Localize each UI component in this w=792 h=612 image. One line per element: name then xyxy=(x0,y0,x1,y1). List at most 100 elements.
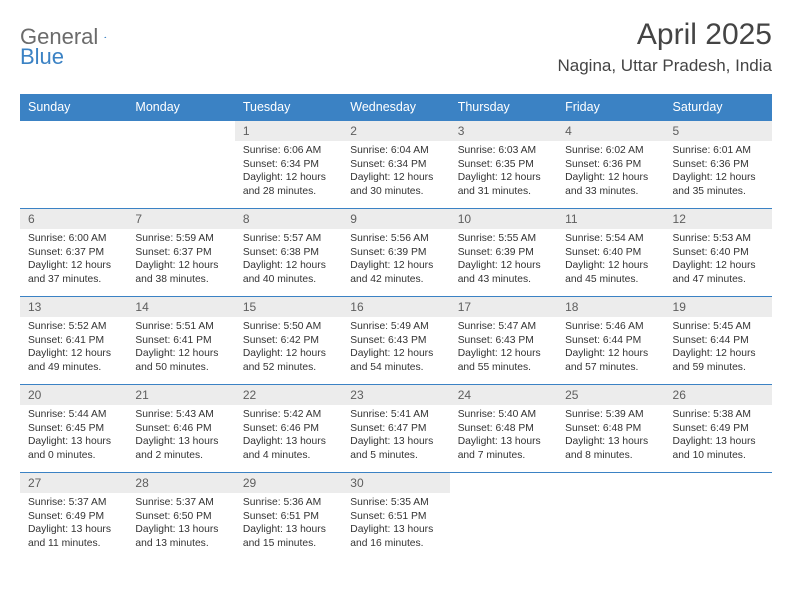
day-number: 19 xyxy=(665,297,772,317)
day-number: 10 xyxy=(450,209,557,229)
day-number: 24 xyxy=(450,385,557,405)
page-title: April 2025 xyxy=(557,18,772,52)
calendar-cell: 26Sunrise: 5:38 AMSunset: 6:49 PMDayligh… xyxy=(665,385,772,473)
calendar-cell: 25Sunrise: 5:39 AMSunset: 6:48 PMDayligh… xyxy=(557,385,664,473)
day-number: 13 xyxy=(20,297,127,317)
calendar-cell: .. xyxy=(20,121,127,209)
day-details: Sunrise: 6:04 AMSunset: 6:34 PMDaylight:… xyxy=(342,141,449,202)
day-number: 20 xyxy=(20,385,127,405)
day-details: Sunrise: 6:00 AMSunset: 6:37 PMDaylight:… xyxy=(20,229,127,290)
calendar-row: 13Sunrise: 5:52 AMSunset: 6:41 PMDayligh… xyxy=(20,297,772,385)
day-details: Sunrise: 5:56 AMSunset: 6:39 PMDaylight:… xyxy=(342,229,449,290)
day-number: 28 xyxy=(127,473,234,493)
calendar-row: 6Sunrise: 6:00 AMSunset: 6:37 PMDaylight… xyxy=(20,209,772,297)
weekday-header: Wednesday xyxy=(342,94,449,121)
calendar-cell: 17Sunrise: 5:47 AMSunset: 6:43 PMDayligh… xyxy=(450,297,557,385)
logo-arrow-icon xyxy=(104,29,108,45)
logo-text-blue: Blue xyxy=(20,44,64,70)
day-number: 23 xyxy=(342,385,449,405)
calendar-cell: 8Sunrise: 5:57 AMSunset: 6:38 PMDaylight… xyxy=(235,209,342,297)
day-details: Sunrise: 5:41 AMSunset: 6:47 PMDaylight:… xyxy=(342,405,449,466)
day-number: 9 xyxy=(342,209,449,229)
day-number: 6 xyxy=(20,209,127,229)
calendar-cell: 30Sunrise: 5:35 AMSunset: 6:51 PMDayligh… xyxy=(342,473,449,561)
calendar-cell: 9Sunrise: 5:56 AMSunset: 6:39 PMDaylight… xyxy=(342,209,449,297)
day-details: Sunrise: 6:03 AMSunset: 6:35 PMDaylight:… xyxy=(450,141,557,202)
calendar-cell: 5Sunrise: 6:01 AMSunset: 6:36 PMDaylight… xyxy=(665,121,772,209)
day-details: Sunrise: 5:40 AMSunset: 6:48 PMDaylight:… xyxy=(450,405,557,466)
calendar-cell: .. xyxy=(665,473,772,561)
day-number: 7 xyxy=(127,209,234,229)
calendar-row: ....1Sunrise: 6:06 AMSunset: 6:34 PMDayl… xyxy=(20,121,772,209)
day-number: 21 xyxy=(127,385,234,405)
calendar-cell: 14Sunrise: 5:51 AMSunset: 6:41 PMDayligh… xyxy=(127,297,234,385)
weekday-header-row: SundayMondayTuesdayWednesdayThursdayFrid… xyxy=(20,94,772,121)
day-number: 25 xyxy=(557,385,664,405)
day-details: Sunrise: 5:52 AMSunset: 6:41 PMDaylight:… xyxy=(20,317,127,378)
calendar-cell: 13Sunrise: 5:52 AMSunset: 6:41 PMDayligh… xyxy=(20,297,127,385)
day-details: Sunrise: 5:35 AMSunset: 6:51 PMDaylight:… xyxy=(342,493,449,554)
calendar-cell: 21Sunrise: 5:43 AMSunset: 6:46 PMDayligh… xyxy=(127,385,234,473)
calendar-cell: 18Sunrise: 5:46 AMSunset: 6:44 PMDayligh… xyxy=(557,297,664,385)
day-details: Sunrise: 5:54 AMSunset: 6:40 PMDaylight:… xyxy=(557,229,664,290)
day-number: 12 xyxy=(665,209,772,229)
calendar-cell: 15Sunrise: 5:50 AMSunset: 6:42 PMDayligh… xyxy=(235,297,342,385)
weekday-header: Saturday xyxy=(665,94,772,121)
day-number: 22 xyxy=(235,385,342,405)
calendar-cell: 7Sunrise: 5:59 AMSunset: 6:37 PMDaylight… xyxy=(127,209,234,297)
day-number: 2 xyxy=(342,121,449,141)
weekday-header: Tuesday xyxy=(235,94,342,121)
day-details: Sunrise: 5:37 AMSunset: 6:50 PMDaylight:… xyxy=(127,493,234,554)
day-number: 3 xyxy=(450,121,557,141)
day-details: Sunrise: 5:49 AMSunset: 6:43 PMDaylight:… xyxy=(342,317,449,378)
calendar-cell: 16Sunrise: 5:49 AMSunset: 6:43 PMDayligh… xyxy=(342,297,449,385)
day-number: 15 xyxy=(235,297,342,317)
calendar-cell: 2Sunrise: 6:04 AMSunset: 6:34 PMDaylight… xyxy=(342,121,449,209)
day-number: 18 xyxy=(557,297,664,317)
day-details: Sunrise: 5:47 AMSunset: 6:43 PMDaylight:… xyxy=(450,317,557,378)
title-block: April 2025 Nagina, Uttar Pradesh, India xyxy=(557,18,772,76)
day-number: 4 xyxy=(557,121,664,141)
day-details: Sunrise: 5:50 AMSunset: 6:42 PMDaylight:… xyxy=(235,317,342,378)
calendar-cell: 28Sunrise: 5:37 AMSunset: 6:50 PMDayligh… xyxy=(127,473,234,561)
calendar-cell: 12Sunrise: 5:53 AMSunset: 6:40 PMDayligh… xyxy=(665,209,772,297)
calendar-cell: 24Sunrise: 5:40 AMSunset: 6:48 PMDayligh… xyxy=(450,385,557,473)
weekday-header: Friday xyxy=(557,94,664,121)
weekday-header: Monday xyxy=(127,94,234,121)
day-number: 8 xyxy=(235,209,342,229)
day-details: Sunrise: 5:36 AMSunset: 6:51 PMDaylight:… xyxy=(235,493,342,554)
header: General April 2025 Nagina, Uttar Pradesh… xyxy=(20,18,772,76)
calendar-cell: 27Sunrise: 5:37 AMSunset: 6:49 PMDayligh… xyxy=(20,473,127,561)
calendar-cell: 4Sunrise: 6:02 AMSunset: 6:36 PMDaylight… xyxy=(557,121,664,209)
location: Nagina, Uttar Pradesh, India xyxy=(557,56,772,76)
calendar-cell: 23Sunrise: 5:41 AMSunset: 6:47 PMDayligh… xyxy=(342,385,449,473)
day-number: 26 xyxy=(665,385,772,405)
calendar-row: 27Sunrise: 5:37 AMSunset: 6:49 PMDayligh… xyxy=(20,473,772,561)
day-details: Sunrise: 5:38 AMSunset: 6:49 PMDaylight:… xyxy=(665,405,772,466)
day-details: Sunrise: 5:45 AMSunset: 6:44 PMDaylight:… xyxy=(665,317,772,378)
calendar-cell: .. xyxy=(450,473,557,561)
calendar-cell: 11Sunrise: 5:54 AMSunset: 6:40 PMDayligh… xyxy=(557,209,664,297)
day-details: Sunrise: 5:44 AMSunset: 6:45 PMDaylight:… xyxy=(20,405,127,466)
day-details: Sunrise: 5:53 AMSunset: 6:40 PMDaylight:… xyxy=(665,229,772,290)
day-details: Sunrise: 6:02 AMSunset: 6:36 PMDaylight:… xyxy=(557,141,664,202)
day-details: Sunrise: 5:42 AMSunset: 6:46 PMDaylight:… xyxy=(235,405,342,466)
day-details: Sunrise: 5:39 AMSunset: 6:48 PMDaylight:… xyxy=(557,405,664,466)
calendar-cell: 20Sunrise: 5:44 AMSunset: 6:45 PMDayligh… xyxy=(20,385,127,473)
day-number: 29 xyxy=(235,473,342,493)
calendar-cell: 29Sunrise: 5:36 AMSunset: 6:51 PMDayligh… xyxy=(235,473,342,561)
calendar-cell: 1Sunrise: 6:06 AMSunset: 6:34 PMDaylight… xyxy=(235,121,342,209)
weekday-header: Thursday xyxy=(450,94,557,121)
day-number: 5 xyxy=(665,121,772,141)
calendar-cell: .. xyxy=(557,473,664,561)
day-details: Sunrise: 5:37 AMSunset: 6:49 PMDaylight:… xyxy=(20,493,127,554)
day-number: 1 xyxy=(235,121,342,141)
day-details: Sunrise: 5:46 AMSunset: 6:44 PMDaylight:… xyxy=(557,317,664,378)
day-number: 14 xyxy=(127,297,234,317)
day-number: 17 xyxy=(450,297,557,317)
day-number: 11 xyxy=(557,209,664,229)
calendar-cell: 10Sunrise: 5:55 AMSunset: 6:39 PMDayligh… xyxy=(450,209,557,297)
day-details: Sunrise: 6:01 AMSunset: 6:36 PMDaylight:… xyxy=(665,141,772,202)
calendar-cell: 22Sunrise: 5:42 AMSunset: 6:46 PMDayligh… xyxy=(235,385,342,473)
day-details: Sunrise: 5:43 AMSunset: 6:46 PMDaylight:… xyxy=(127,405,234,466)
